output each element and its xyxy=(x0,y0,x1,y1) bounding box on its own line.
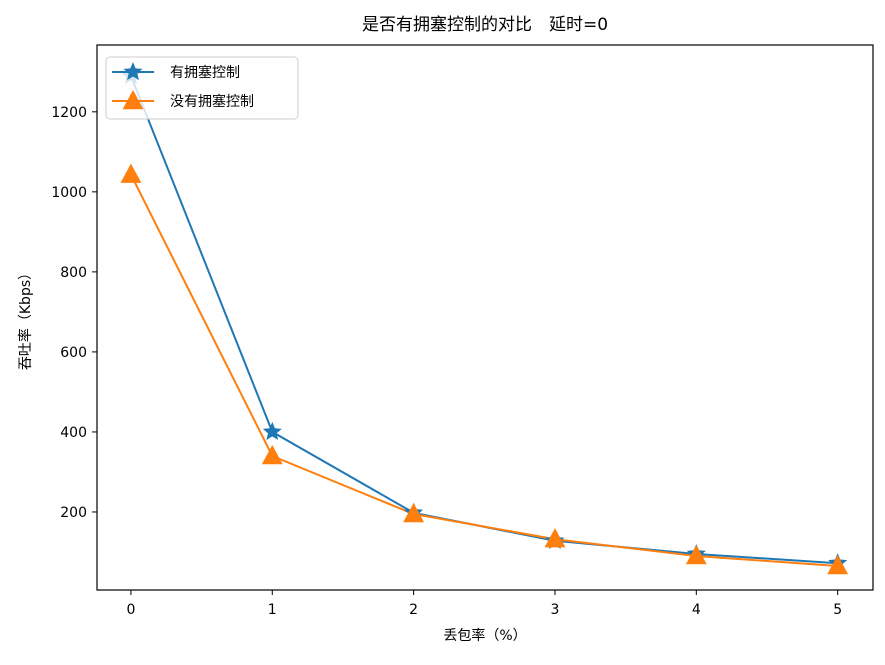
plot-area xyxy=(120,65,849,575)
y-tick-label: 1200 xyxy=(51,105,87,121)
series-line-2 xyxy=(130,174,838,567)
axes-frame xyxy=(96,44,874,591)
triangle-icon xyxy=(261,444,283,465)
y-tick-label: 600 xyxy=(60,345,87,361)
x-tick-label: 2 xyxy=(409,602,418,618)
y-tick-label: 800 xyxy=(60,265,87,281)
chart-title: 是否有拥塞控制的对比 延时=0 xyxy=(362,15,608,35)
x-axis-ticks: 0 1 2 3 4 5 xyxy=(126,590,842,618)
y-axis-ticks: 200 400 600 800 1000 1200 xyxy=(51,105,97,521)
triangle-icon xyxy=(120,163,142,183)
triangle-icon xyxy=(685,544,707,565)
x-tick-label: 0 xyxy=(126,602,135,618)
triangle-icon xyxy=(403,502,425,523)
y-tick-label: 400 xyxy=(60,425,87,441)
y-axis-label: 吞吐率（Kbps） xyxy=(17,266,34,370)
x-tick-label: 3 xyxy=(551,602,560,618)
legend-label-series-1: 有拥塞控制 xyxy=(170,64,240,81)
triangle-icon xyxy=(827,554,849,575)
triangle-icon xyxy=(544,528,566,548)
y-tick-label: 200 xyxy=(60,505,87,521)
legend: 有拥塞控制 没有拥塞控制 xyxy=(105,56,299,120)
y-tick-label: 1000 xyxy=(51,185,87,201)
star-icon xyxy=(123,62,143,81)
star-icon xyxy=(262,421,282,440)
legend-label-series-2: 没有拥塞控制 xyxy=(170,93,254,110)
x-axis-label: 丢包率（%） xyxy=(443,627,526,644)
series-line-1 xyxy=(129,75,838,565)
triangle-icon xyxy=(122,90,144,110)
x-tick-label: 4 xyxy=(692,602,701,618)
star-icon xyxy=(123,62,143,81)
triangle-icon xyxy=(122,90,144,110)
x-tick-label: 5 xyxy=(833,602,842,618)
x-tick-label: 1 xyxy=(268,602,277,618)
